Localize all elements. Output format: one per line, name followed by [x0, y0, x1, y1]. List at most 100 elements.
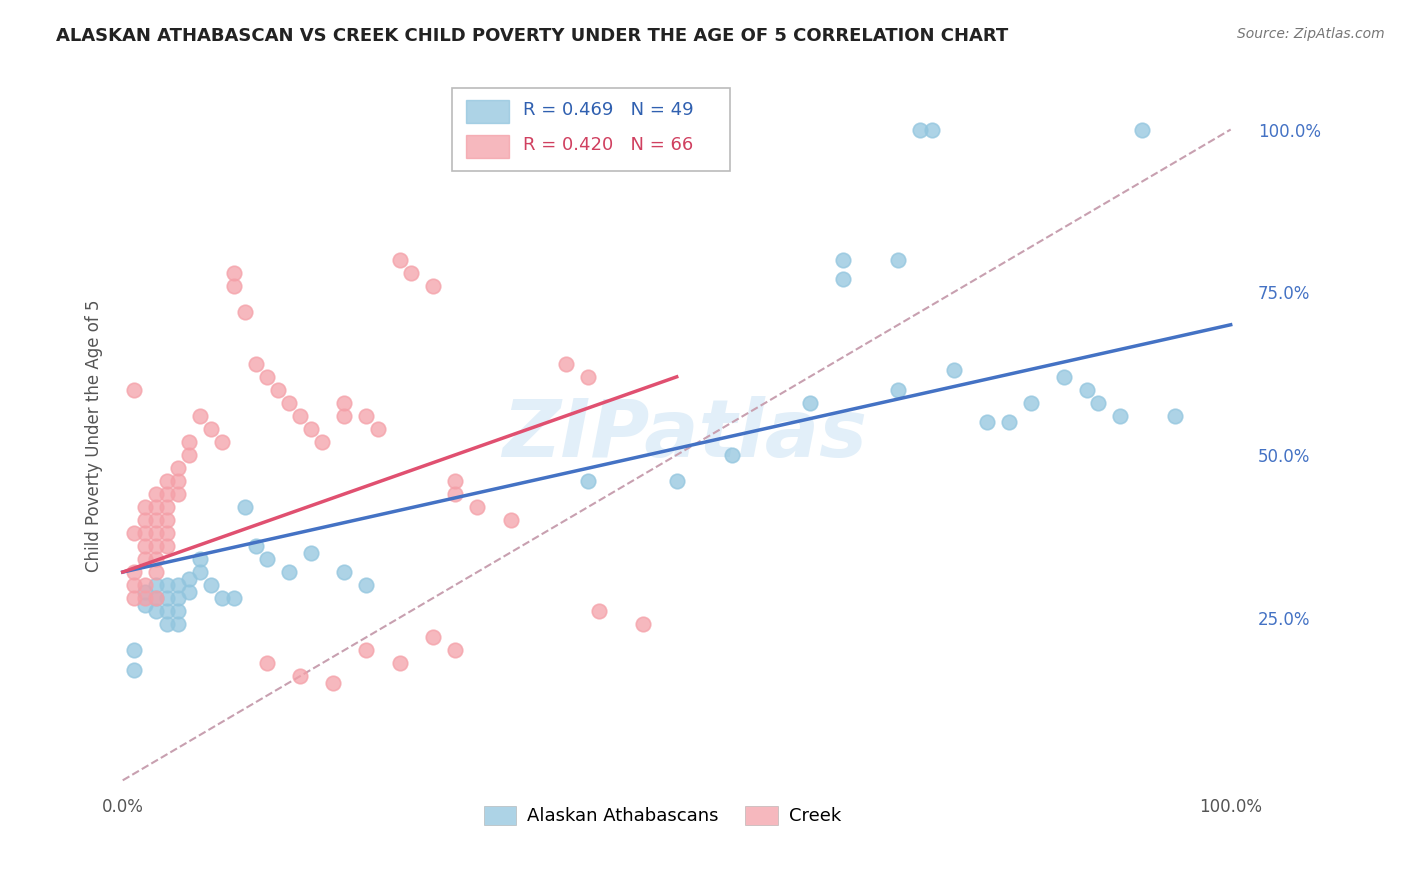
Point — [156, 474, 179, 488]
Point — [1076, 383, 1098, 397]
Point — [122, 578, 145, 592]
Point — [167, 487, 190, 501]
Point — [831, 252, 853, 267]
Point — [444, 487, 467, 501]
Point — [277, 565, 299, 579]
Point — [311, 434, 333, 449]
Point — [887, 252, 910, 267]
Point — [444, 643, 467, 657]
Point — [122, 663, 145, 677]
Point — [134, 500, 156, 514]
Point — [1019, 396, 1042, 410]
Point — [222, 266, 245, 280]
Point — [145, 591, 167, 606]
Point — [233, 304, 256, 318]
Point — [721, 448, 744, 462]
Point — [179, 572, 201, 586]
Point — [887, 383, 910, 397]
Text: R = 0.420   N = 66: R = 0.420 N = 66 — [523, 136, 693, 154]
Point — [256, 552, 278, 566]
Text: Source: ZipAtlas.com: Source: ZipAtlas.com — [1237, 27, 1385, 41]
Point — [1130, 122, 1153, 136]
Point — [211, 434, 233, 449]
Point — [188, 409, 211, 423]
Point — [222, 591, 245, 606]
FancyBboxPatch shape — [465, 136, 509, 159]
Point — [188, 552, 211, 566]
Point — [799, 396, 821, 410]
Y-axis label: Child Poverty Under the Age of 5: Child Poverty Under the Age of 5 — [86, 299, 103, 572]
Point — [388, 656, 411, 670]
Point — [288, 669, 311, 683]
Point — [156, 617, 179, 632]
Point — [998, 416, 1021, 430]
Point — [367, 422, 389, 436]
Point — [299, 545, 322, 559]
Point — [167, 474, 190, 488]
Point — [499, 513, 522, 527]
Point — [122, 565, 145, 579]
Point — [245, 357, 267, 371]
Point — [554, 357, 576, 371]
Point — [1087, 396, 1109, 410]
Point — [388, 252, 411, 267]
Point — [134, 578, 156, 592]
Point — [122, 643, 145, 657]
Point — [288, 409, 311, 423]
Point — [145, 604, 167, 618]
Point — [179, 584, 201, 599]
Point — [188, 565, 211, 579]
Point — [179, 448, 201, 462]
Point — [134, 552, 156, 566]
Point — [976, 416, 998, 430]
Point — [356, 409, 378, 423]
Text: ALASKAN ATHABASCAN VS CREEK CHILD POVERTY UNDER THE AGE OF 5 CORRELATION CHART: ALASKAN ATHABASCAN VS CREEK CHILD POVERT… — [56, 27, 1008, 45]
Point — [122, 383, 145, 397]
FancyBboxPatch shape — [465, 100, 509, 122]
Point — [422, 630, 444, 644]
Point — [167, 461, 190, 475]
Point — [156, 526, 179, 541]
Point — [134, 598, 156, 612]
Point — [1164, 409, 1187, 423]
FancyBboxPatch shape — [453, 88, 731, 170]
Point — [167, 604, 190, 618]
Point — [156, 604, 179, 618]
Point — [322, 675, 344, 690]
Point — [145, 552, 167, 566]
Point — [399, 266, 422, 280]
Point — [333, 396, 356, 410]
Point — [256, 369, 278, 384]
Text: ZIPatlas: ZIPatlas — [502, 396, 868, 475]
Point — [356, 578, 378, 592]
Point — [256, 656, 278, 670]
Point — [588, 604, 610, 618]
Point — [134, 526, 156, 541]
Point — [245, 539, 267, 553]
Point — [167, 591, 190, 606]
Point — [576, 369, 599, 384]
Point — [145, 487, 167, 501]
Point — [633, 617, 655, 632]
Point — [200, 578, 222, 592]
Point — [134, 591, 156, 606]
Point — [134, 539, 156, 553]
Point — [167, 617, 190, 632]
Point — [145, 539, 167, 553]
Point — [1109, 409, 1132, 423]
Text: R = 0.469   N = 49: R = 0.469 N = 49 — [523, 101, 693, 119]
Point — [233, 500, 256, 514]
Point — [122, 526, 145, 541]
Point — [222, 278, 245, 293]
Point — [211, 591, 233, 606]
Point — [465, 500, 488, 514]
Point — [145, 565, 167, 579]
Point — [444, 474, 467, 488]
Point — [156, 513, 179, 527]
Point — [1053, 369, 1076, 384]
Point — [942, 363, 965, 377]
Point — [267, 383, 290, 397]
Point — [156, 539, 179, 553]
Point — [299, 422, 322, 436]
Point — [333, 565, 356, 579]
